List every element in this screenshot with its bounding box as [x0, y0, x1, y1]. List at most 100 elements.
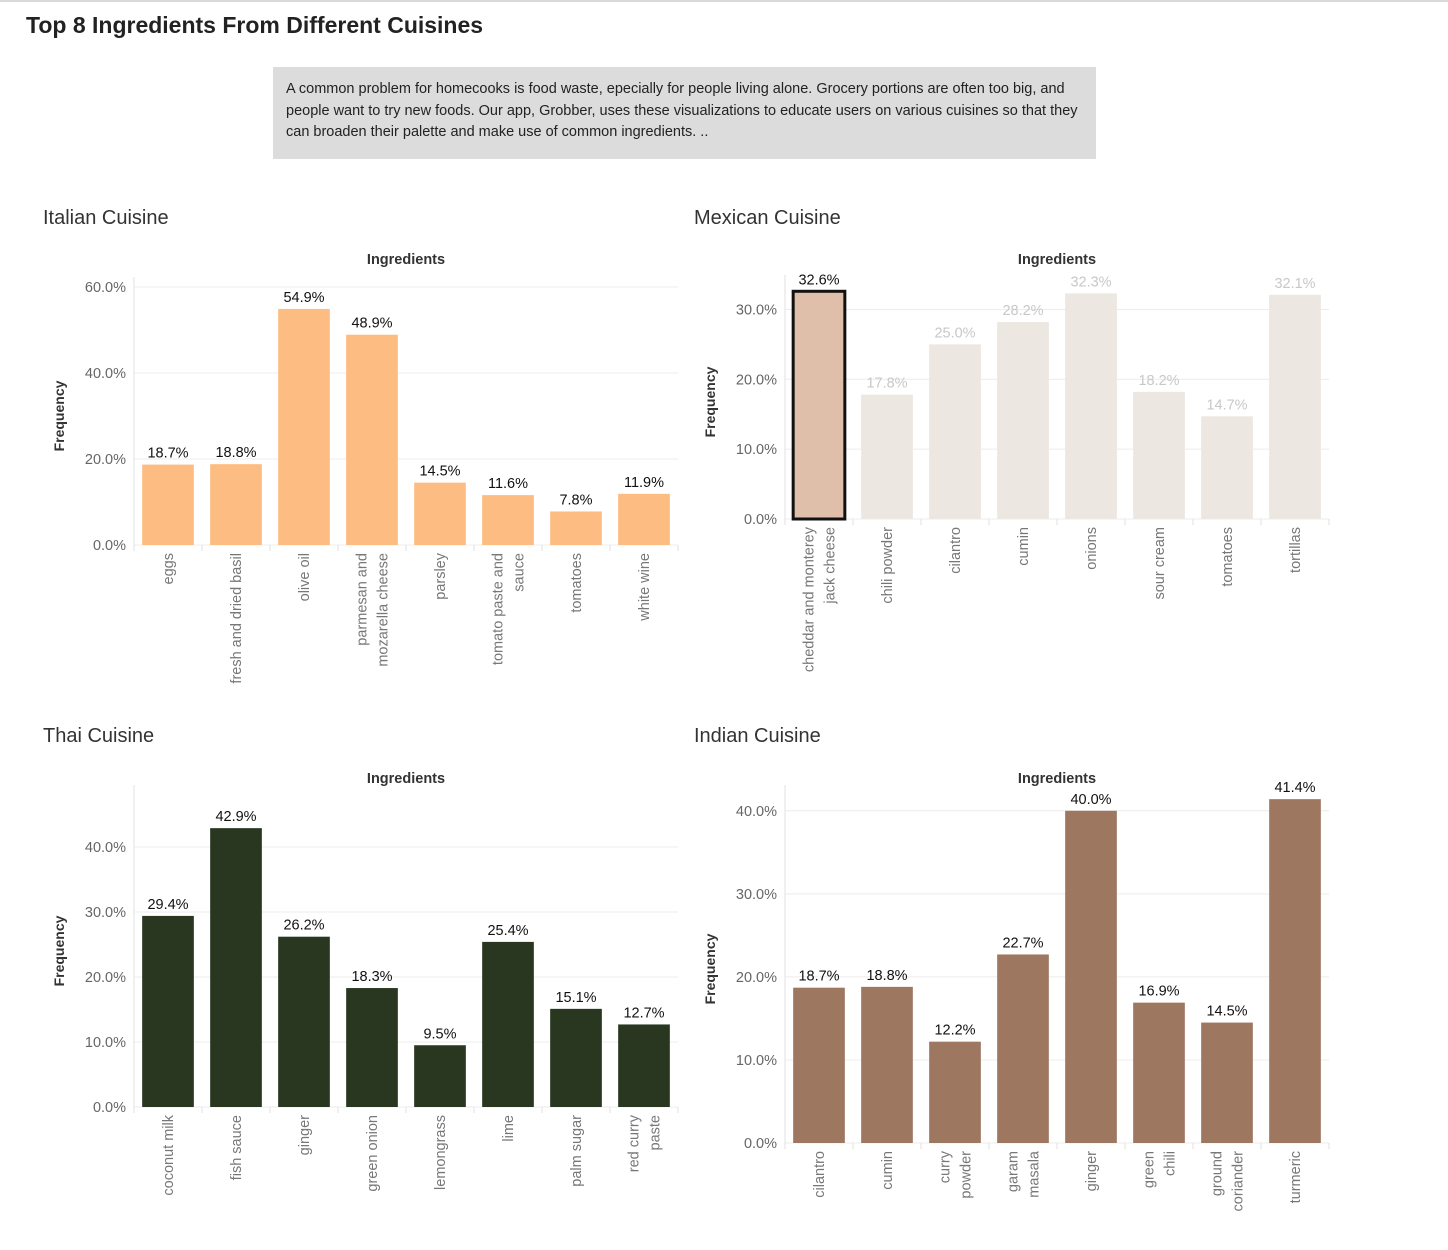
thai-value-label-1: 42.9% [215, 809, 256, 825]
mexican-panel-title: Mexican Cuisine [694, 207, 841, 229]
thai-category-label-0: coconut milk [161, 1114, 177, 1195]
italian-y-axis-label: Frequency [51, 380, 67, 451]
thai-category-label-2: ginger [297, 1115, 313, 1155]
indian-y-tick-label: 30.0% [736, 887, 777, 903]
mexican-value-label-1: 17.8% [866, 376, 907, 392]
italian-bar-7 [618, 493, 670, 545]
mexican-y-tick-label: 0.0% [744, 512, 777, 528]
italian-category-label-3: mozarella cheese [376, 553, 392, 667]
thai-value-label-2: 26.2% [283, 918, 324, 934]
mexican-bar-3 [997, 322, 1049, 519]
thai-chart-title: Ingredients [367, 771, 445, 787]
indian-category-label-0: cilantro [812, 1151, 828, 1198]
thai-category-label-3: green onion [365, 1115, 381, 1192]
thai-category-label-5: lime [501, 1115, 517, 1142]
indian-y-tick-label: 20.0% [736, 970, 777, 986]
italian-category-label-0: eggs [161, 553, 177, 584]
thai-y-tick-label: 20.0% [85, 970, 126, 986]
indian-bar-0 [793, 987, 845, 1143]
mexican-category-label-7: tortillas [1288, 527, 1304, 573]
indian-category-label-3: garam [1006, 1151, 1022, 1192]
thai-value-label-5: 25.4% [487, 923, 528, 939]
mexican-chart-title: Ingredients [1018, 252, 1096, 268]
italian-value-label-3: 48.9% [351, 316, 392, 332]
mexican-bar-7 [1269, 294, 1321, 519]
italian-category-label-7: white wine [637, 553, 653, 622]
mexican-category-label-2: cilantro [948, 527, 964, 574]
italian-value-label-6: 7.8% [559, 492, 592, 508]
italian-y-tick-label: 40.0% [85, 366, 126, 382]
italian-value-label-7: 11.9% [624, 475, 664, 491]
italian-bar-5 [482, 495, 534, 545]
indian-bar-3 [997, 954, 1049, 1143]
indian-category-label-7: turmeric [1288, 1151, 1304, 1203]
indian-value-label-4: 40.0% [1070, 792, 1111, 808]
top-divider [0, 0, 1448, 2]
indian-panel-title: Indian Cuisine [694, 725, 821, 747]
mexican-category-label-1: chili powder [880, 527, 896, 604]
italian-value-label-4: 14.5% [419, 464, 460, 480]
indian-value-label-1: 18.8% [866, 968, 907, 984]
thai-value-label-6: 15.1% [555, 990, 596, 1006]
mexican-value-label-5: 18.2% [1138, 373, 1179, 389]
indian-value-label-2: 12.2% [934, 1023, 975, 1039]
indian-category-label-6: coriander [1231, 1151, 1247, 1212]
thai-bar-2 [278, 936, 330, 1107]
mexican-category-label-0: cheddar and monterey [802, 526, 818, 672]
indian-value-label-0: 18.7% [798, 969, 839, 985]
mexican-value-label-3: 28.2% [1002, 303, 1043, 319]
italian-value-label-1: 18.8% [215, 445, 256, 461]
mexican-category-label-3: cumin [1016, 527, 1032, 566]
indian-bar-5 [1133, 1002, 1185, 1143]
indian-category-label-5: green [1142, 1151, 1158, 1188]
indian-y-tick-label: 40.0% [736, 804, 777, 820]
italian-bar-1 [210, 464, 262, 545]
italian-panel-title: Italian Cuisine [43, 207, 169, 229]
mexican-category-label-5: sour cream [1152, 527, 1168, 600]
thai-category-label-7: paste [648, 1115, 664, 1150]
italian-bar-3 [346, 334, 398, 545]
indian-value-label-5: 16.9% [1138, 984, 1179, 1000]
mexican-value-label-6: 14.7% [1206, 397, 1247, 413]
thai-bar-0 [142, 915, 194, 1107]
indian-category-label-5: chili [1163, 1151, 1179, 1176]
indian-category-label-2: curry [938, 1150, 954, 1183]
mexican-bar-1 [861, 394, 913, 519]
mexican-category-label-6: tomatoes [1220, 527, 1236, 587]
mexican-y-tick-label: 30.0% [736, 302, 777, 318]
indian-category-label-3: masala [1027, 1150, 1043, 1198]
indian-y-axis-label: Frequency [702, 933, 718, 1004]
mexican-y-axis-label: Frequency [702, 366, 718, 437]
mexican-value-label-4: 32.3% [1070, 274, 1111, 290]
indian-value-label-3: 22.7% [1002, 935, 1043, 951]
dashboard-title: Top 8 Ingredients From Different Cuisine… [26, 12, 484, 38]
mexican-value-label-2: 25.0% [934, 325, 975, 341]
indian-category-label-4: ginger [1084, 1151, 1100, 1191]
indian-bar-4 [1065, 810, 1117, 1143]
italian-bar-0 [142, 464, 194, 545]
thai-bar-4 [414, 1045, 466, 1107]
mexican-bar-2 [929, 344, 981, 519]
thai-y-tick-label: 10.0% [85, 1035, 126, 1051]
italian-y-tick-label: 20.0% [85, 452, 126, 468]
italian-category-label-4: parsley [433, 552, 449, 599]
mexican-bar-6 [1201, 416, 1253, 519]
mexican-category-label-0: jack cheese [823, 527, 839, 605]
mexican-bar-0 [791, 289, 847, 521]
italian-category-label-6: tomatoes [569, 553, 585, 613]
italian-value-label-5: 11.6% [488, 476, 528, 492]
indian-bar-6 [1201, 1022, 1253, 1143]
thai-value-label-0: 29.4% [147, 897, 188, 913]
thai-y-axis-label: Frequency [51, 915, 67, 986]
description-box: A common problem for homecooks is food w… [273, 67, 1096, 159]
thai-y-tick-label: 0.0% [93, 1100, 126, 1116]
thai-bar-6 [550, 1008, 602, 1107]
mexican-value-label-0: 32.6% [798, 272, 839, 288]
italian-category-label-5: tomato paste and [491, 553, 507, 665]
italian-bar-6 [550, 511, 602, 545]
thai-value-label-3: 18.3% [351, 969, 392, 985]
italian-category-label-2: olive oil [297, 553, 313, 601]
thai-y-tick-label: 40.0% [85, 840, 126, 856]
indian-y-tick-label: 0.0% [744, 1136, 777, 1152]
